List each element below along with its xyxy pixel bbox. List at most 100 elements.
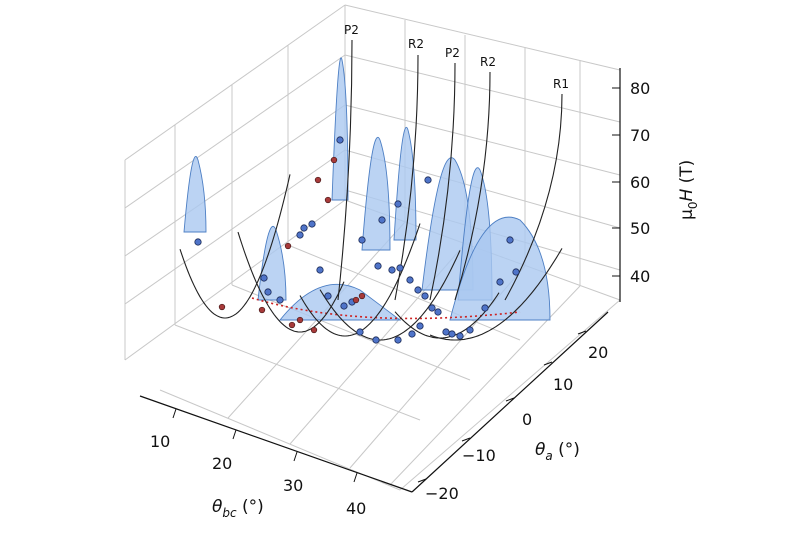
point-blue: [496, 278, 504, 286]
x-axis: 10 20 30 40 θbc (°): [139, 395, 413, 520]
point-red: [330, 156, 338, 164]
points: [194, 136, 520, 344]
point-blue: [264, 288, 272, 296]
curve-label-r2-left: R2: [408, 37, 424, 51]
point-blue: [300, 224, 308, 232]
point-blue: [466, 326, 474, 334]
x-tick-label: 20: [212, 454, 232, 473]
y-axis-label-sub: a: [545, 449, 552, 463]
y-axis: −20 −10 0 10 20 θa (°): [411, 311, 609, 503]
y-tick-label: 0: [522, 410, 532, 429]
z-tick-label: 60: [630, 173, 650, 192]
point-red: [314, 176, 322, 184]
point-blue: [434, 308, 442, 316]
curve-label-r1: R1: [553, 77, 569, 91]
curve-branch: [429, 62, 456, 301]
x-axis-label-sub: bc: [222, 506, 237, 520]
point-blue: [316, 266, 324, 274]
x-tick-label: 30: [283, 476, 303, 495]
point-red: [218, 303, 226, 311]
y-axis-label: θa (°): [535, 440, 580, 463]
point-blue: [308, 220, 316, 228]
point-blue: [481, 304, 489, 312]
y-axis-label-unit: (°): [553, 440, 580, 460]
point-blue: [336, 136, 344, 144]
point-blue: [506, 236, 514, 244]
y-tick-label: 10: [553, 375, 573, 394]
point-blue: [276, 296, 284, 304]
point-blue: [442, 328, 450, 336]
surface-lobe: [257, 225, 287, 301]
y-axis-label-base: θ: [535, 440, 546, 460]
point-blue: [394, 336, 402, 344]
point-blue: [396, 264, 404, 272]
point-blue: [356, 328, 364, 336]
point-blue: [414, 286, 422, 294]
x-axis-label-base: θ: [212, 497, 223, 517]
point-blue: [421, 292, 429, 300]
point-blue: [408, 330, 416, 338]
point-blue: [340, 302, 348, 310]
curve-r1: [429, 248, 563, 341]
point-blue: [424, 176, 432, 184]
curve-p2-left: [237, 231, 345, 333]
point-blue: [388, 266, 396, 274]
x-axis-label-unit: (°): [237, 497, 264, 517]
y-tick-label: −10: [462, 446, 496, 465]
z-axis-label-unit: (T): [677, 160, 697, 189]
curve-r2-right: [394, 292, 500, 339]
point-red: [284, 242, 292, 250]
point-blue: [406, 276, 414, 284]
grid: [124, 4, 621, 491]
z-axis: 80 70 60 50 40 μ0H (T): [612, 68, 700, 302]
point-blue: [194, 238, 202, 246]
surface-lobe: [393, 127, 417, 241]
surface-lobe: [331, 57, 349, 201]
point-blue: [324, 292, 332, 300]
point-red: [258, 306, 266, 314]
point-red: [310, 326, 318, 334]
point-red: [358, 292, 366, 300]
surface-lobe: [361, 137, 391, 251]
x-tick-label: 40: [346, 499, 366, 518]
point-red: [352, 296, 360, 304]
point-red: [288, 321, 296, 329]
point-blue: [358, 236, 366, 244]
surface-lobe: [183, 156, 207, 233]
curve-label-r2-right: R2: [480, 55, 496, 69]
point-blue: [296, 231, 304, 239]
surfaces: [183, 57, 551, 321]
point-blue: [260, 274, 268, 282]
z-tick-label: 50: [630, 219, 650, 238]
y-tick-label: 20: [588, 343, 608, 362]
point-blue: [394, 200, 402, 208]
z-axis-label-ital: H: [677, 189, 697, 202]
point-red: [324, 196, 332, 204]
z-tick-label: 80: [630, 79, 650, 98]
point-blue: [512, 268, 520, 276]
point-blue: [448, 330, 456, 338]
point-blue: [372, 336, 380, 344]
curve-label-p2-right: P2: [445, 46, 460, 60]
point-blue: [428, 304, 436, 312]
z-axis-label-sub: 0: [686, 202, 700, 210]
z-tick-label: 40: [630, 267, 650, 286]
z-axis-label: μ0H (T): [677, 160, 700, 220]
z-axis-label-base: μ: [677, 209, 697, 220]
curve-branch: [337, 39, 353, 301]
curve-label-p2-left: P2: [344, 23, 359, 37]
z-tick-label: 70: [630, 126, 650, 145]
point-blue: [378, 216, 386, 224]
point-blue: [416, 322, 424, 330]
point-blue: [456, 332, 464, 340]
point-red: [296, 316, 304, 324]
minimum-trend-line: [251, 297, 521, 320]
x-tick-label: 10: [150, 432, 170, 451]
point-blue: [374, 262, 382, 270]
curve-1: [179, 174, 291, 319]
curve-p2-right: [319, 250, 461, 341]
x-axis-label: θbc (°): [212, 497, 264, 520]
curve-branch: [454, 71, 491, 301]
